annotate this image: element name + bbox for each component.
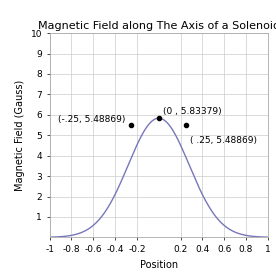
Text: ( .25, 5.48869): ( .25, 5.48869) <box>190 137 257 145</box>
X-axis label: Position: Position <box>140 259 178 270</box>
Title: Magnetic Field along The Axis of a Solenoid: Magnetic Field along The Axis of a Solen… <box>38 21 276 31</box>
Text: (-.25, 5.48869): (-.25, 5.48869) <box>59 115 126 124</box>
Text: (0 , 5.83379): (0 , 5.83379) <box>163 107 222 116</box>
Y-axis label: Magnetic Field (Gauss): Magnetic Field (Gauss) <box>15 79 25 191</box>
